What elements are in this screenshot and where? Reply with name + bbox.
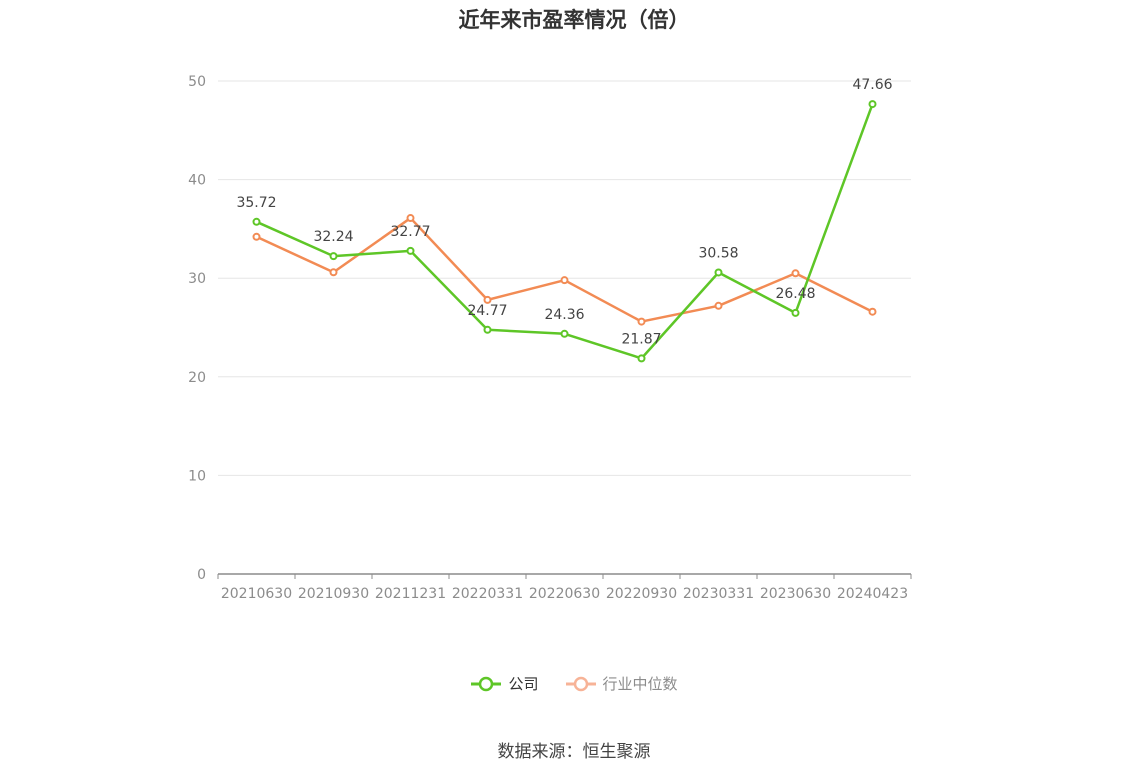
y-tick-label: 30 (188, 271, 206, 287)
company-point[interactable] (714, 268, 723, 277)
company-series-icon (471, 676, 502, 691)
data-labels: 35.72 32.24 32.77 24.77 24.36 21.87 30.58 26.48… (236, 77, 892, 347)
company-data-label: 35.72 (236, 195, 276, 211)
industry-point[interactable] (714, 301, 723, 310)
industry-point[interactable] (560, 276, 569, 285)
company-data-label: 26.48 (775, 286, 815, 302)
industry-point[interactable] (329, 268, 338, 277)
industry-point[interactable] (406, 214, 415, 223)
axes: 0 10 20 30 40 50 20210630 20210930 20211231 20220… (188, 74, 912, 602)
data-source: 数据来源：恒生聚源 (497, 742, 651, 762)
company-point[interactable] (868, 100, 877, 109)
company-data-label: 47.66 (852, 77, 892, 93)
legend-label-industry: 行业中位数 (602, 675, 678, 693)
legend-item-company[interactable]: 公司 (470, 673, 539, 694)
industry-series-icon (565, 676, 596, 691)
legend: 公司 行业中位数 (0, 673, 1148, 694)
company-data-label: 24.77 (467, 303, 507, 319)
y-tick-label: 0 (197, 567, 206, 583)
y-tick-label: 50 (188, 74, 206, 90)
company-point[interactable] (329, 252, 338, 261)
company-point[interactable] (483, 325, 492, 334)
company-point[interactable] (791, 308, 800, 317)
series (252, 100, 877, 363)
legend-label-company: 公司 (508, 675, 539, 693)
company-data-label: 32.77 (390, 224, 430, 240)
y-tick-label: 10 (188, 468, 206, 484)
industry-point[interactable] (252, 232, 261, 241)
company-point[interactable] (252, 217, 261, 226)
chart-title: 近年来市盈率情况（倍） (458, 8, 690, 32)
industry-point[interactable] (637, 317, 646, 326)
x-tick-label: 20210630 (221, 586, 292, 602)
company-point[interactable] (406, 246, 415, 255)
company-data-label: 32.24 (313, 229, 353, 245)
legend-item-industry[interactable]: 行业中位数 (565, 673, 678, 694)
x-tick-label: 20210930 (298, 586, 369, 602)
x-tick-label: 20220331 (452, 586, 523, 602)
industry-point[interactable] (483, 295, 492, 304)
x-tick-label: 20220630 (529, 586, 600, 602)
company-data-label: 30.58 (698, 245, 738, 261)
x-tick-label: 20211231 (375, 586, 446, 602)
company-point[interactable] (637, 354, 646, 363)
company-data-label: 21.87 (621, 331, 661, 347)
company-data-label: 24.36 (544, 307, 584, 323)
industry-point[interactable] (791, 269, 800, 278)
company-point[interactable] (560, 329, 569, 338)
y-tick-label: 20 (188, 370, 206, 386)
x-tick-label: 20240423 (837, 586, 908, 602)
y-tick-label: 40 (188, 173, 206, 189)
x-tick-label: 20230331 (683, 586, 754, 602)
x-tick-label: 20220930 (606, 586, 677, 602)
industry-point[interactable] (868, 307, 877, 316)
x-tick-label: 20230630 (760, 586, 831, 602)
